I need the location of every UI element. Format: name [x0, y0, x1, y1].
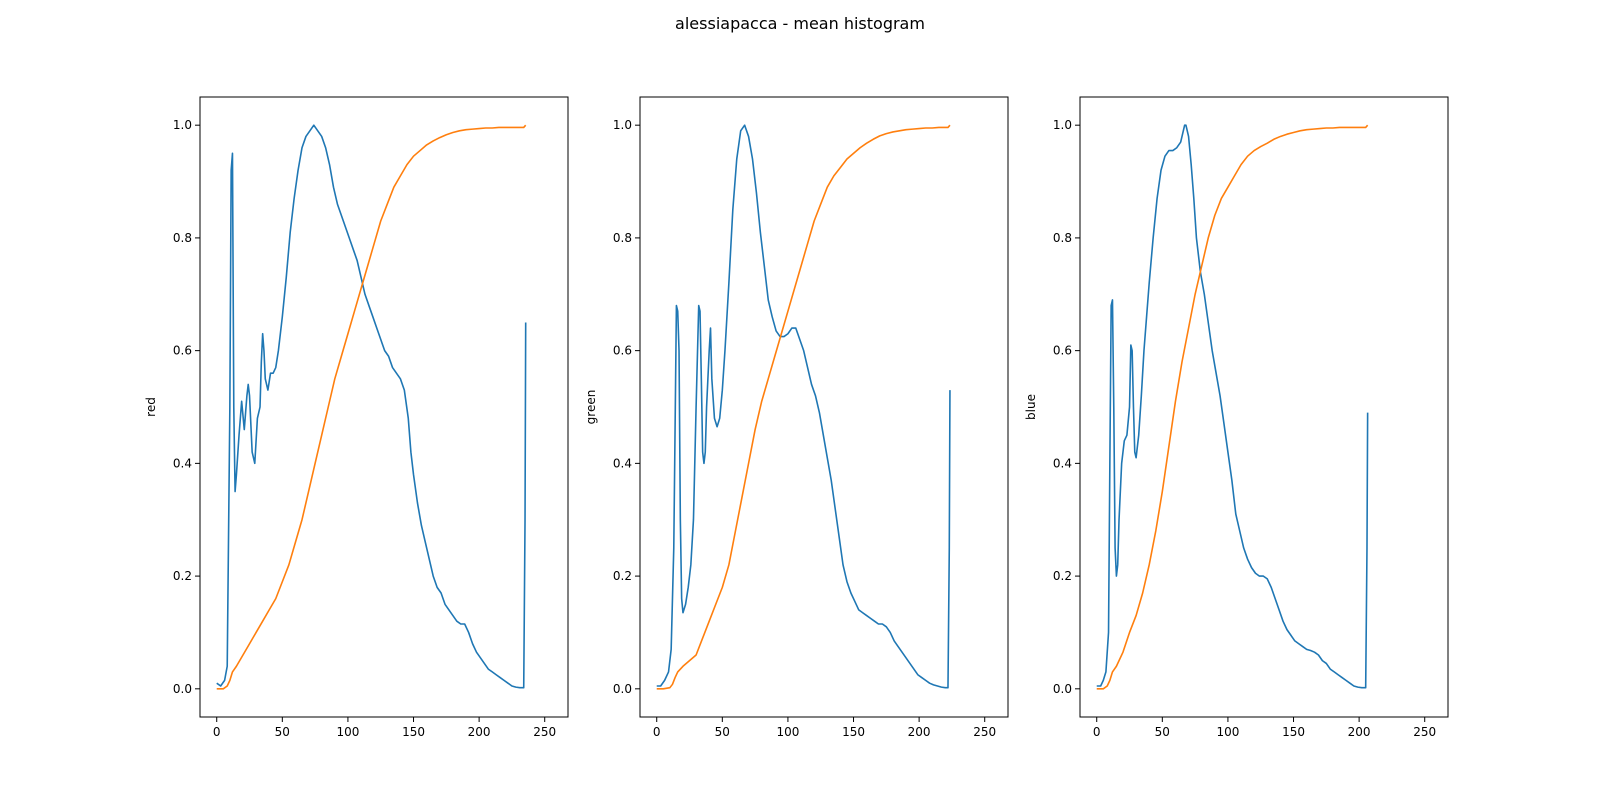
x-tick-label: 200	[468, 725, 491, 739]
y-tick-label: 0.8	[613, 231, 632, 245]
cumulative-line	[216, 124, 527, 690]
x-tick-label: 100	[776, 725, 799, 739]
x-tick-label: 200	[1348, 725, 1371, 739]
histogram-line	[216, 124, 527, 689]
subplot-green: 0 50 100 150 200 250 0.0 0.2 0.4 0.6 0.8 1.0 green	[584, 96, 1009, 739]
cumulative-line	[656, 124, 951, 690]
x-tick-label: 0	[213, 725, 221, 739]
y-tick-label: 0.6	[613, 344, 632, 358]
y-axis-label: red	[144, 397, 158, 417]
y-tick-label: 0.2	[1053, 569, 1072, 583]
subplot-blue: 0 50 100 150 200 250 0.0 0.2 0.4 0.6 0.8 1.0 blue	[1024, 96, 1449, 739]
cumulative-line	[1096, 124, 1369, 690]
y-axis-label: green	[584, 390, 598, 425]
x-tick-label: 0	[653, 725, 661, 739]
figure-title: alessiapacca - mean histogram	[675, 14, 925, 33]
y-tick-label: 0.4	[1053, 456, 1072, 470]
subplot-red: 0 50 100 150 200 250 0.0 0.2 0.4 0.6 0.8 1.0 red	[144, 96, 569, 739]
subplots: 0 50 100 150 200 250 0.0 0.2 0.4 0.6 0.8 1.0 red 0 50 1…	[144, 96, 1449, 739]
y-tick-label: 1.0	[1053, 118, 1072, 132]
y-tick-label: 1.0	[173, 118, 192, 132]
x-tick-label: 50	[275, 725, 290, 739]
y-tick-label: 1.0	[613, 118, 632, 132]
x-tick-label: 200	[908, 725, 931, 739]
y-tick-label: 0.0	[173, 682, 192, 696]
y-tick-label: 0.0	[1053, 682, 1072, 696]
axes-frame	[199, 96, 569, 718]
y-tick-label: 0.6	[173, 344, 192, 358]
x-tick-label: 150	[402, 725, 425, 739]
x-tick-label: 150	[842, 725, 865, 739]
y-tick-label: 0.8	[173, 231, 192, 245]
y-tick-label: 0.8	[1053, 231, 1072, 245]
y-tick-label: 0.2	[173, 569, 192, 583]
y-tick-label: 0.6	[1053, 344, 1072, 358]
x-tick-label: 50	[715, 725, 730, 739]
x-tick-label: 0	[1093, 725, 1101, 739]
y-axis-label: blue	[1024, 394, 1038, 420]
x-tick-label: 250	[973, 725, 996, 739]
x-tick-label: 50	[1155, 725, 1170, 739]
x-tick-label: 150	[1282, 725, 1305, 739]
x-tick-label: 100	[1216, 725, 1239, 739]
x-tick-label: 100	[336, 725, 359, 739]
y-tick-label: 0.0	[613, 682, 632, 696]
axes-frame	[639, 96, 1009, 718]
y-tick-label: 0.2	[613, 569, 632, 583]
y-tick-label: 0.4	[173, 456, 192, 470]
x-tick-label: 250	[533, 725, 556, 739]
x-tick-label: 250	[1413, 725, 1436, 739]
histogram-line	[1096, 124, 1369, 689]
axes-frame	[1079, 96, 1449, 718]
y-tick-label: 0.4	[613, 456, 632, 470]
